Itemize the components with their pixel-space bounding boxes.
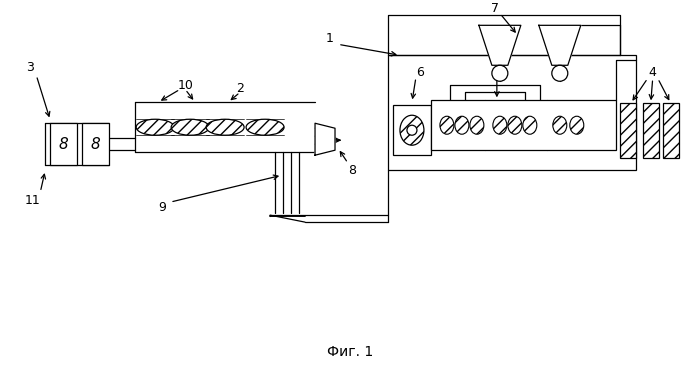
Ellipse shape bbox=[171, 119, 209, 135]
Polygon shape bbox=[539, 25, 581, 65]
Bar bbox=[393, 105, 431, 155]
Ellipse shape bbox=[206, 119, 244, 135]
Ellipse shape bbox=[246, 119, 284, 135]
Text: 3: 3 bbox=[27, 61, 34, 74]
Text: 6: 6 bbox=[416, 66, 424, 79]
Ellipse shape bbox=[492, 65, 508, 81]
Text: 5: 5 bbox=[496, 66, 504, 79]
Ellipse shape bbox=[523, 116, 537, 134]
Text: 2: 2 bbox=[236, 82, 244, 95]
Ellipse shape bbox=[493, 116, 507, 134]
Ellipse shape bbox=[508, 116, 522, 134]
Ellipse shape bbox=[455, 116, 469, 134]
Text: 10: 10 bbox=[178, 79, 193, 92]
Ellipse shape bbox=[440, 116, 454, 134]
Ellipse shape bbox=[552, 65, 568, 81]
Ellipse shape bbox=[136, 119, 174, 135]
Bar bbox=[50, 123, 78, 165]
Text: 8: 8 bbox=[59, 137, 68, 152]
Bar bbox=[642, 103, 658, 158]
Text: 1: 1 bbox=[326, 32, 334, 45]
Ellipse shape bbox=[470, 116, 484, 134]
Text: 9: 9 bbox=[158, 201, 166, 213]
Text: 8: 8 bbox=[90, 137, 100, 152]
Ellipse shape bbox=[553, 116, 567, 134]
Text: Фиг. 1: Фиг. 1 bbox=[327, 345, 373, 359]
Bar bbox=[663, 103, 679, 158]
Text: 8: 8 bbox=[348, 164, 356, 177]
Bar bbox=[388, 55, 635, 170]
Polygon shape bbox=[479, 25, 521, 65]
Text: 11: 11 bbox=[24, 194, 40, 207]
Ellipse shape bbox=[570, 116, 584, 134]
Ellipse shape bbox=[400, 115, 424, 145]
Bar bbox=[620, 103, 635, 158]
Text: 4: 4 bbox=[649, 66, 656, 79]
Text: 7: 7 bbox=[491, 2, 499, 15]
Polygon shape bbox=[315, 123, 335, 155]
Bar bbox=[431, 100, 616, 150]
Bar bbox=[82, 123, 109, 165]
Ellipse shape bbox=[407, 125, 417, 135]
